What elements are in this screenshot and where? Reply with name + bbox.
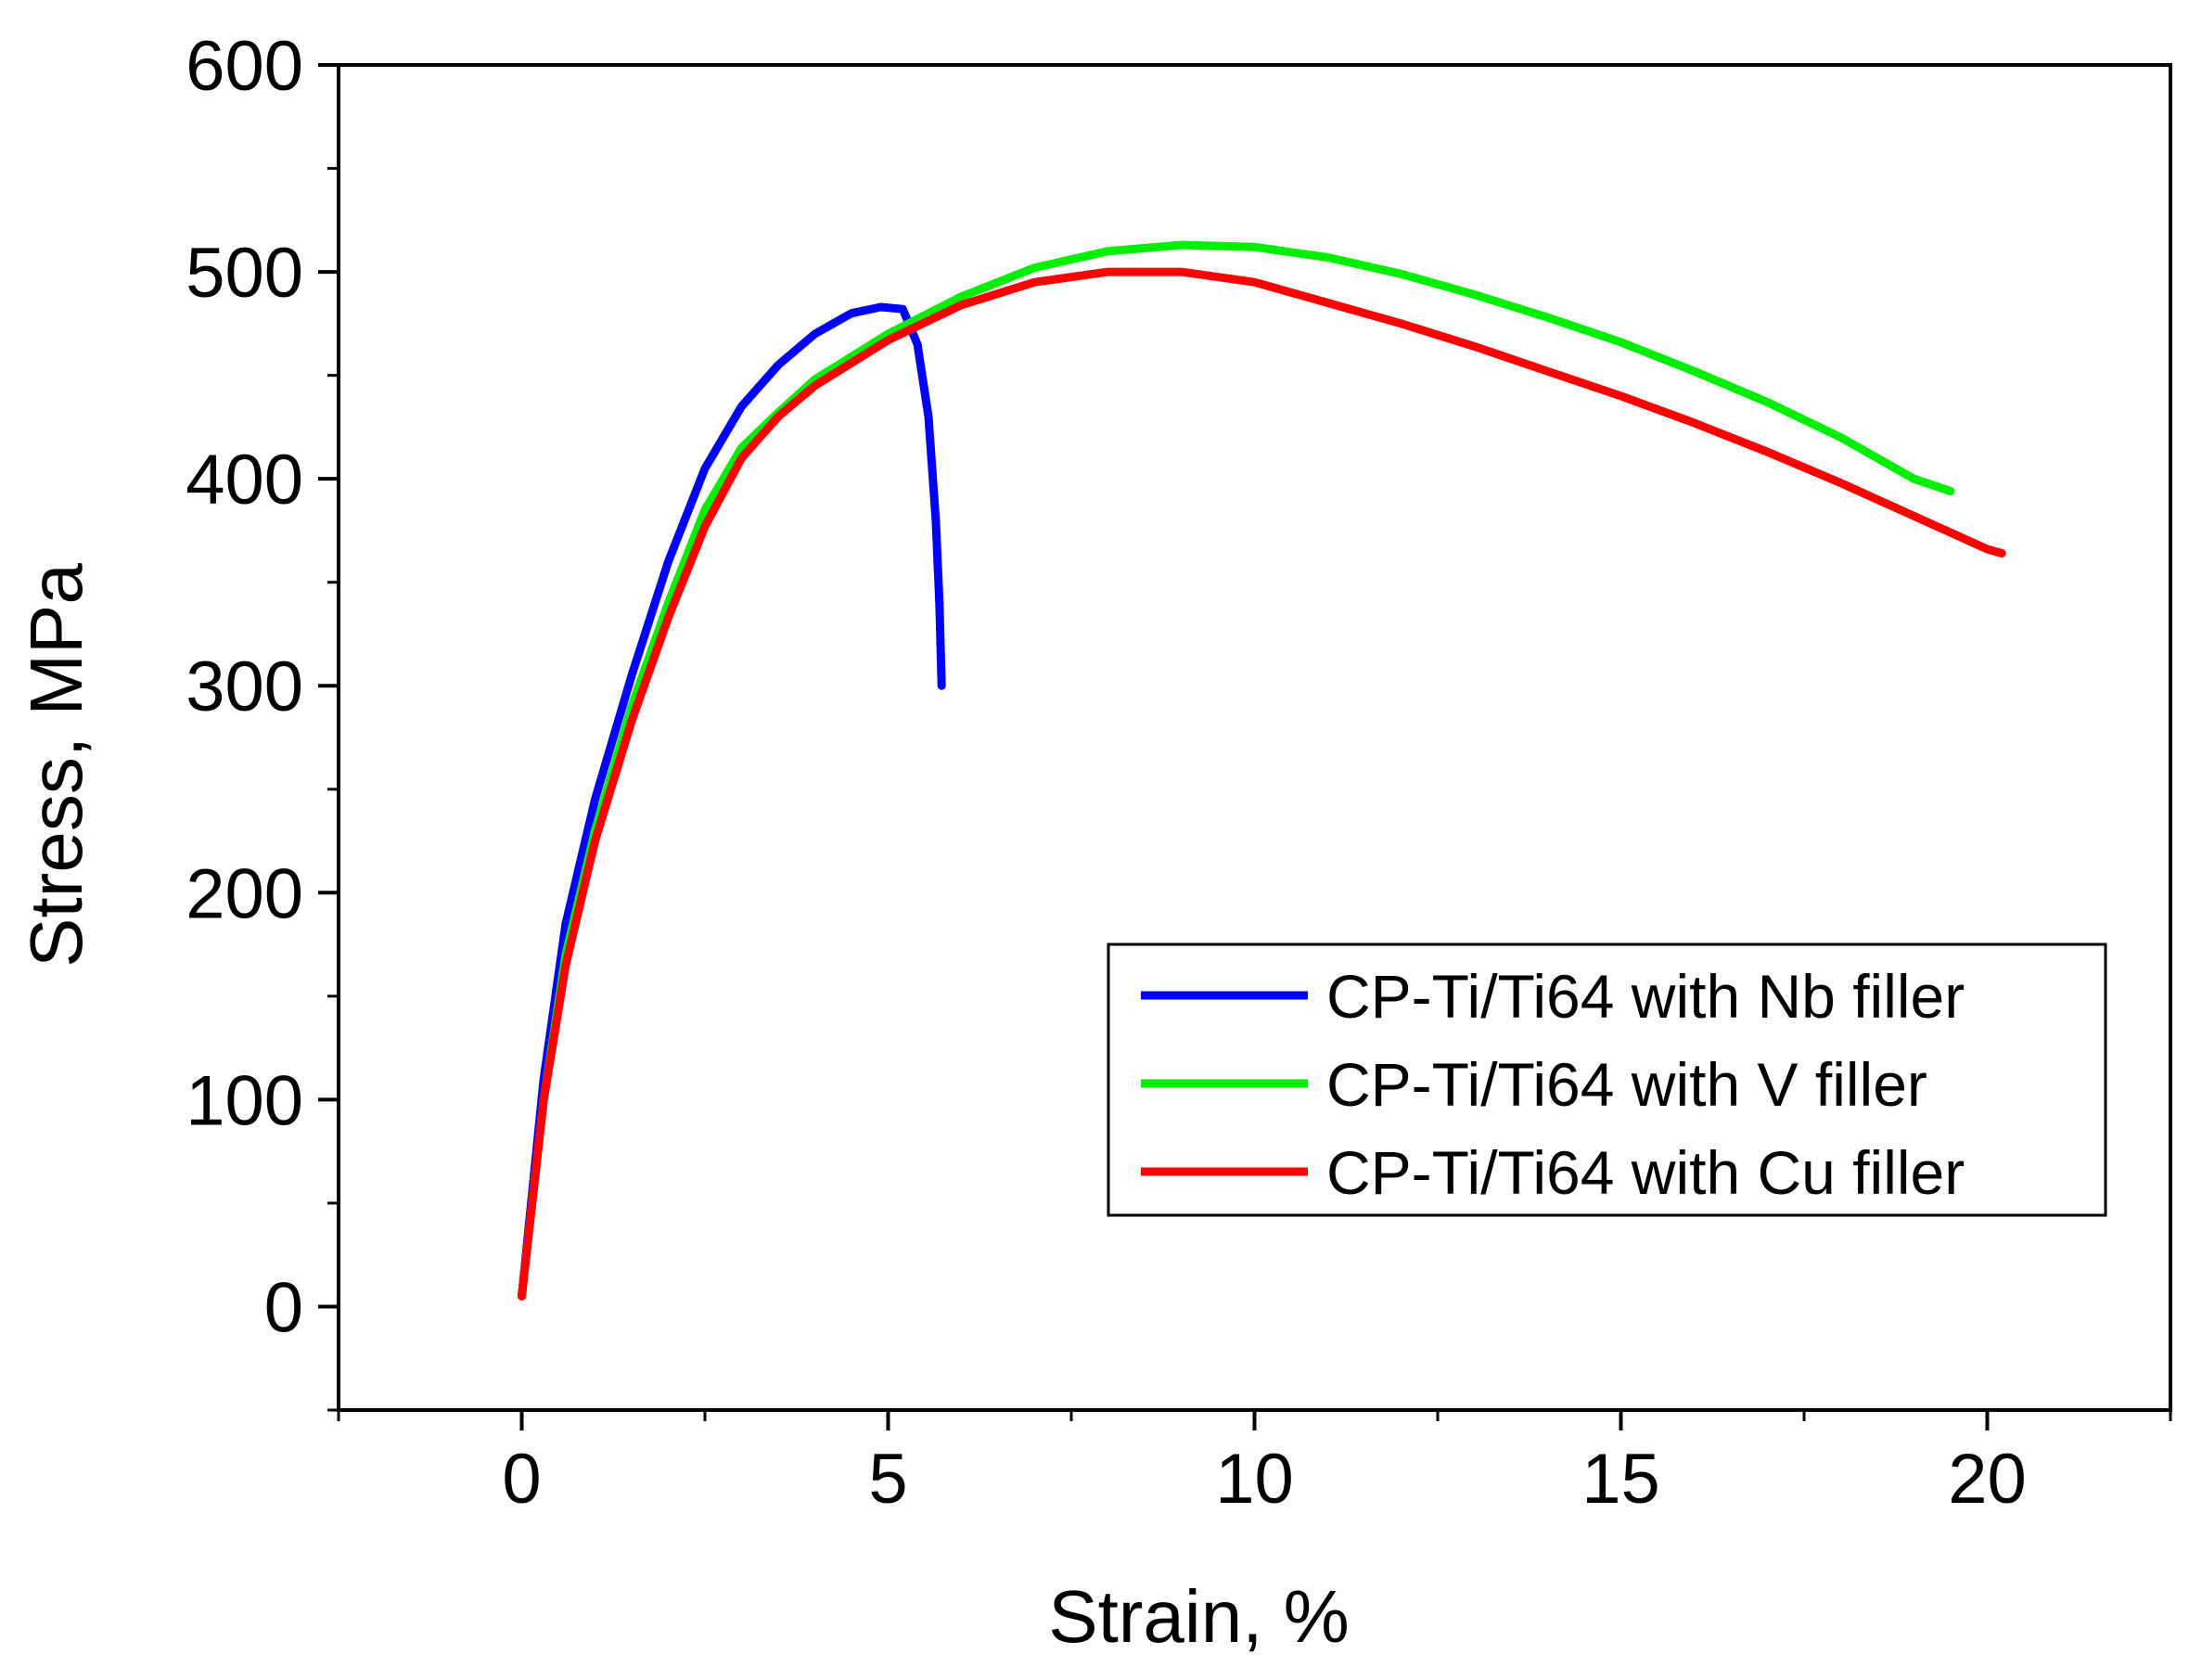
series-layer xyxy=(518,240,2006,1301)
series-line-cu xyxy=(518,267,2006,1301)
y-tick-label: 600 xyxy=(186,27,303,106)
legend-label-v: CP-Ti/Ti64 with V filler xyxy=(1326,1050,1927,1119)
y-tick-label: 200 xyxy=(186,854,303,933)
y-tick-label: 400 xyxy=(186,441,303,519)
x-tick-label: 0 xyxy=(502,1440,541,1519)
axis-ticks xyxy=(318,63,2172,1430)
plot-frame xyxy=(337,63,2172,1412)
x-tick-label: 20 xyxy=(1948,1440,2027,1519)
legend: CP-Ti/Ti64 with Nb filler CP-Ti/Ti64 wit… xyxy=(1107,943,2107,1217)
y-tick-label: 100 xyxy=(186,1061,303,1140)
y-tick-label: 300 xyxy=(186,648,303,726)
x-tick-label: 10 xyxy=(1215,1440,1294,1519)
y-tick-label: 0 xyxy=(264,1268,303,1347)
legend-label-nb: CP-Ti/Ti64 with Nb filler xyxy=(1326,962,1965,1031)
legend-label-cu: CP-Ti/Ti64 with Cu filler xyxy=(1326,1138,1965,1207)
x-tick-label: 5 xyxy=(868,1440,907,1519)
series-line-v xyxy=(518,240,1955,1301)
series-line-nb xyxy=(518,302,946,1301)
y-axis-title: Stress, MPa xyxy=(15,563,97,968)
x-axis-title: Strain, % xyxy=(1048,1575,1350,1658)
x-tick-label: 15 xyxy=(1581,1440,1660,1519)
y-tick-label: 500 xyxy=(186,234,303,313)
